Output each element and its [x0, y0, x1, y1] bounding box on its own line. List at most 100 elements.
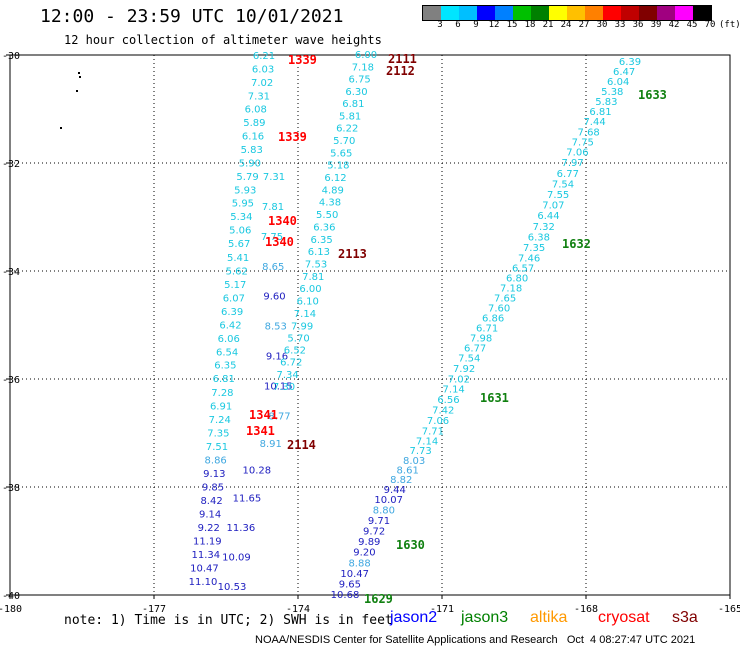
wave-height-value: 11.65 — [233, 494, 262, 505]
island-speck — [76, 90, 78, 92]
wave-height-value: 10.53 — [218, 582, 247, 593]
wave-height-value: 7.31 — [263, 172, 285, 183]
wave-height-value: 6.35 — [310, 235, 332, 246]
wave-height-value: 6.13 — [308, 247, 330, 258]
wave-height-value: 5.38 — [601, 87, 623, 98]
wave-height-value: 6.42 — [219, 320, 241, 331]
wave-height-value: 6.72 — [280, 358, 302, 369]
wave-height-value: 6.06 — [218, 334, 240, 345]
colorbar-swatch — [585, 6, 603, 20]
wave-height-value: 7.18 — [352, 62, 374, 73]
wave-height-value: 6.04 — [607, 77, 629, 88]
colorbar-swatch — [459, 6, 477, 20]
colorbar-label: 3 — [437, 20, 443, 30]
wave-height-value: 6.47 — [613, 67, 635, 78]
colorbar-swatch — [531, 6, 549, 20]
wave-height-value: 6.81 — [589, 107, 611, 118]
wave-height-value: 7.71 — [422, 426, 444, 437]
wave-height-value: 8.42 — [200, 496, 222, 507]
wave-height-value: 7.97 — [561, 158, 583, 169]
wave-height-value: 10.68 — [331, 590, 360, 601]
wave-height-value: 6.00 — [299, 284, 321, 295]
pass-time-label: 1340 — [268, 214, 297, 228]
wave-height-value: 5.17 — [224, 280, 246, 291]
wave-height-value: 6.21 — [253, 51, 275, 62]
wave-height-value: 5.50 — [316, 210, 338, 221]
wave-height-value: 6.03 — [252, 65, 274, 76]
wave-height-value: 8.77 — [268, 411, 290, 422]
colorbar-swatch — [567, 6, 585, 20]
wave-height-value: 6.08 — [245, 104, 267, 115]
legend-cryosat: cryosat — [598, 609, 650, 626]
pass-time-label: 1629 — [364, 592, 393, 606]
x-tick-label: -165 — [718, 604, 740, 615]
wave-height-value: 5.89 — [243, 118, 265, 129]
wave-height-value: 8.65 — [262, 262, 284, 273]
wave-height-value: 7.30 — [273, 382, 295, 393]
wave-height-value: 8.03 — [403, 456, 425, 467]
y-tick-label: -40 — [2, 591, 20, 602]
wave-height-value: 9.71 — [368, 516, 390, 527]
wave-height-value: 6.52 — [284, 346, 306, 357]
wave-height-value: 7.54 — [458, 353, 480, 364]
wave-height-value: 7.28 — [211, 388, 233, 399]
pass-time-label: 2111 — [388, 52, 417, 66]
colorbar-swatch — [549, 6, 567, 20]
wave-height-value: 7.42 — [432, 405, 454, 416]
island-speck — [79, 76, 81, 78]
wave-height-value: 10.07 — [374, 495, 403, 506]
wave-height-value: 6.16 — [242, 132, 264, 143]
y-tick-label: -30 — [2, 51, 20, 62]
wave-height-value: 9.65 — [339, 579, 361, 590]
legend-jason2: jason2 — [390, 609, 438, 626]
wave-height-value: 9.44 — [384, 485, 406, 496]
wave-height-value: 7.46 — [518, 254, 540, 265]
wave-height-value: 7.55 — [547, 190, 569, 201]
wave-height-value: 5.18 — [327, 161, 349, 172]
wave-height-value: 7.14 — [294, 309, 316, 320]
legend-jason3: jason3 — [461, 609, 509, 626]
wave-height-value: 7.81 — [262, 202, 284, 213]
pass-time-label: 1340 — [265, 235, 294, 249]
x-tick-label: -168 — [574, 604, 598, 615]
colorbar-label: 42 — [668, 20, 680, 30]
wave-height-value: 6.12 — [324, 173, 346, 184]
colorbar-swatch — [675, 6, 693, 20]
wave-height-value: 7.14 — [443, 385, 465, 396]
wave-height-value: 10.15 — [264, 381, 293, 392]
colorbar-label: 45 — [686, 20, 698, 30]
y-tick-label: -32 — [2, 159, 20, 170]
wave-height-value: 7.92 — [453, 364, 475, 375]
wave-height-value: 7.24 — [209, 415, 231, 426]
wave-height-value: 9.85 — [202, 482, 224, 493]
pass-time-label: 2114 — [287, 438, 316, 452]
wave-height-value: 5.70 — [333, 136, 355, 147]
wave-height-value: 5.83 — [241, 145, 263, 156]
y-tick-label: -36 — [2, 375, 20, 386]
wave-height-value: 5.34 — [230, 212, 252, 223]
wave-height-value: 6.00 — [355, 50, 377, 61]
wave-height-value: 11.10 — [189, 577, 218, 588]
wave-height-value: 7.18 — [500, 283, 522, 294]
wave-height-value: 7.60 — [488, 303, 510, 314]
map-title: 12:00 - 23:59 UTC 10/01/2021 — [40, 6, 344, 27]
wave-height-value: 7.32 — [533, 222, 555, 233]
wave-height-value: 7.51 — [206, 442, 228, 453]
wave-height-value: 8.61 — [397, 465, 419, 476]
wave-height-value: 4.38 — [319, 198, 341, 209]
wave-height-value: 8.86 — [205, 455, 227, 466]
colorbar-label: 39 — [650, 20, 662, 30]
wave-height-value: 8.91 — [260, 439, 282, 450]
wave-height-value: 5.93 — [234, 185, 256, 196]
plot-frame — [9, 54, 731, 596]
wave-height-value: 8.80 — [373, 505, 395, 516]
wave-height-value: 5.41 — [227, 253, 249, 264]
colorbar-label: 36 — [632, 20, 644, 30]
colorbar-swatch — [513, 6, 531, 20]
wave-height-value: 7.35 — [207, 428, 229, 439]
wave-height-value: 7.31 — [248, 91, 270, 102]
wave-height-value: 6.77 — [557, 169, 579, 180]
wave-height-value: 6.80 — [506, 273, 528, 284]
wave-height-value: 6.30 — [345, 87, 367, 98]
